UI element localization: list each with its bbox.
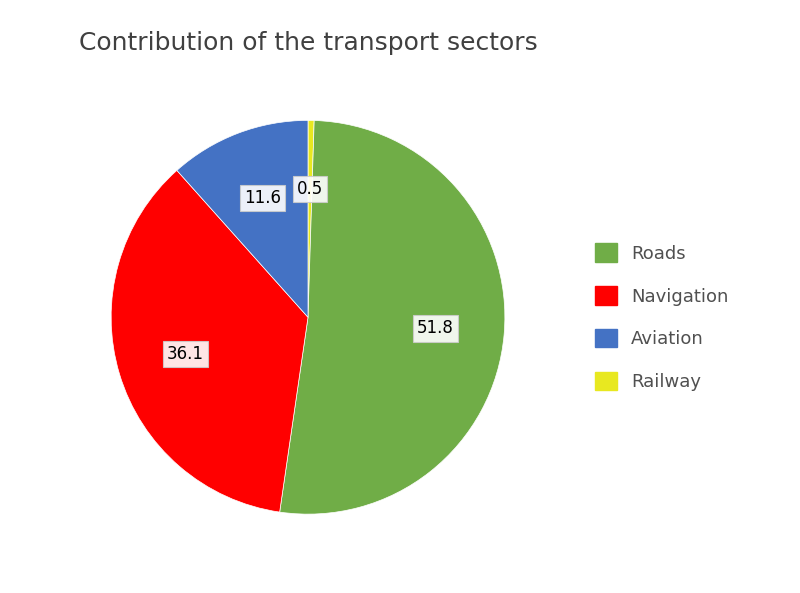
Text: 36.1: 36.1 xyxy=(167,345,204,363)
Legend: Roads, Navigation, Aviation, Railway: Roads, Navigation, Aviation, Railway xyxy=(588,236,736,398)
Wedge shape xyxy=(308,120,314,317)
Text: 51.8: 51.8 xyxy=(417,320,454,337)
Wedge shape xyxy=(280,120,505,514)
Title: Contribution of the transport sectors: Contribution of the transport sectors xyxy=(78,31,538,55)
Wedge shape xyxy=(111,170,308,512)
Wedge shape xyxy=(177,120,308,317)
Text: 11.6: 11.6 xyxy=(244,189,281,207)
Text: 0.5: 0.5 xyxy=(297,180,323,198)
